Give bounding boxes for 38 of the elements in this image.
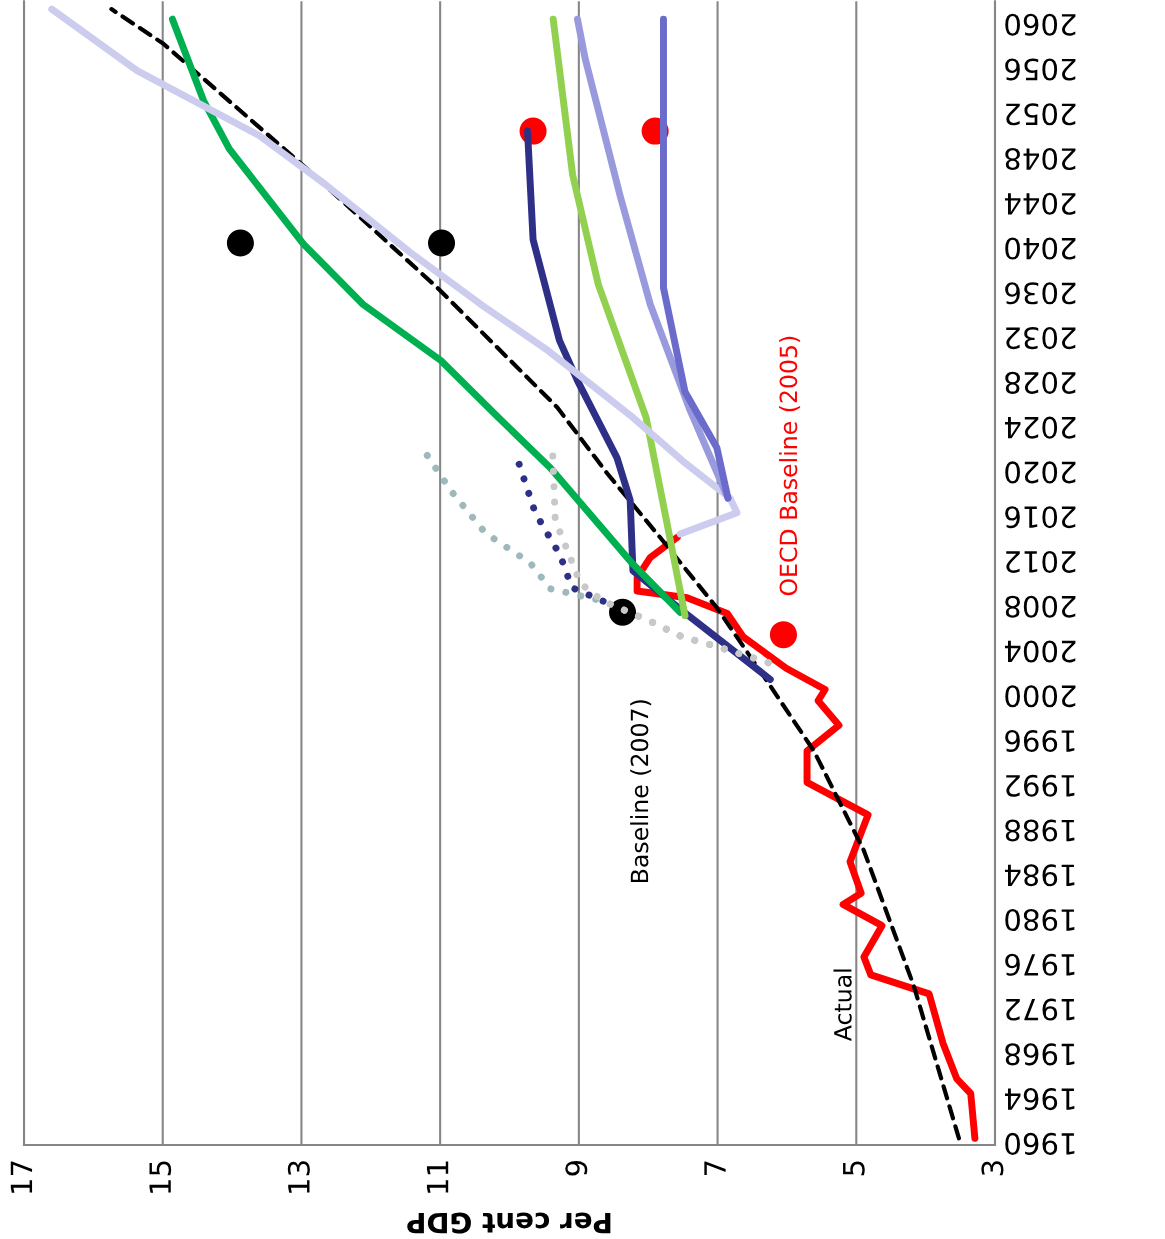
y-tick-label: 1980 bbox=[1005, 909, 1075, 932]
y-tick-label: 2052 bbox=[1006, 103, 1076, 126]
y-tick-label: 2044 bbox=[1004, 192, 1076, 215]
y-tick-label: 1964 bbox=[1004, 1088, 1075, 1111]
x-tick-label: 13 bbox=[287, 1161, 310, 1193]
text: Baseline (2007) bbox=[630, 700, 652, 883]
y-tick-label: 2056 bbox=[1005, 58, 1076, 81]
y-tick-label: 2000 bbox=[1005, 685, 1076, 708]
y-tick-label: 1992 bbox=[1006, 774, 1075, 797]
y-tick-label: 1976 bbox=[1005, 953, 1075, 976]
y-tick-label: 1988 bbox=[1005, 819, 1075, 842]
text: Actual bbox=[833, 969, 852, 1042]
y-tick-label: 1960 bbox=[1005, 1132, 1075, 1155]
x-axis-title: Per cent GDP bbox=[407, 1212, 611, 1234]
x-tick-label: 9 bbox=[565, 1160, 588, 1176]
y-tick-label: 2048 bbox=[1005, 148, 1076, 171]
y-tick-label: 1984 bbox=[1004, 864, 1075, 887]
y-tick-label: 2036 bbox=[1005, 282, 1076, 305]
x-tick-label: 7 bbox=[704, 1161, 726, 1176]
x-tick-label: 17 bbox=[10, 1161, 33, 1193]
x-tick-label: 5 bbox=[843, 1161, 865, 1176]
y-tick-label: 2016 bbox=[1005, 506, 1076, 529]
y-tick-label: 2032 bbox=[1006, 327, 1076, 350]
y-tick-label: 2020 bbox=[1005, 461, 1076, 484]
y-tick-label: 2012 bbox=[1006, 550, 1076, 573]
y-tick-label: 2024 bbox=[1004, 416, 1076, 439]
y-tick-label: 2028 bbox=[1005, 371, 1076, 394]
y-tick-label: 2008 bbox=[1005, 595, 1076, 618]
y-tick-label: 2060 bbox=[1005, 13, 1076, 36]
y-tick-label: 2004 bbox=[1004, 640, 1076, 663]
y-tick-label: 1996 bbox=[1005, 729, 1075, 753]
x-tick-label: 15 bbox=[149, 1161, 172, 1193]
text: OECD Baseline (2005) bbox=[779, 336, 801, 596]
x-tick-label: 11 bbox=[426, 1161, 449, 1193]
y-tick-label: 2040 bbox=[1005, 237, 1076, 260]
y-tick-label: 1968 bbox=[1005, 1043, 1075, 1066]
y-tick-label: 1972 bbox=[1006, 998, 1075, 1021]
x-tick-label: 3 bbox=[981, 1161, 1004, 1176]
